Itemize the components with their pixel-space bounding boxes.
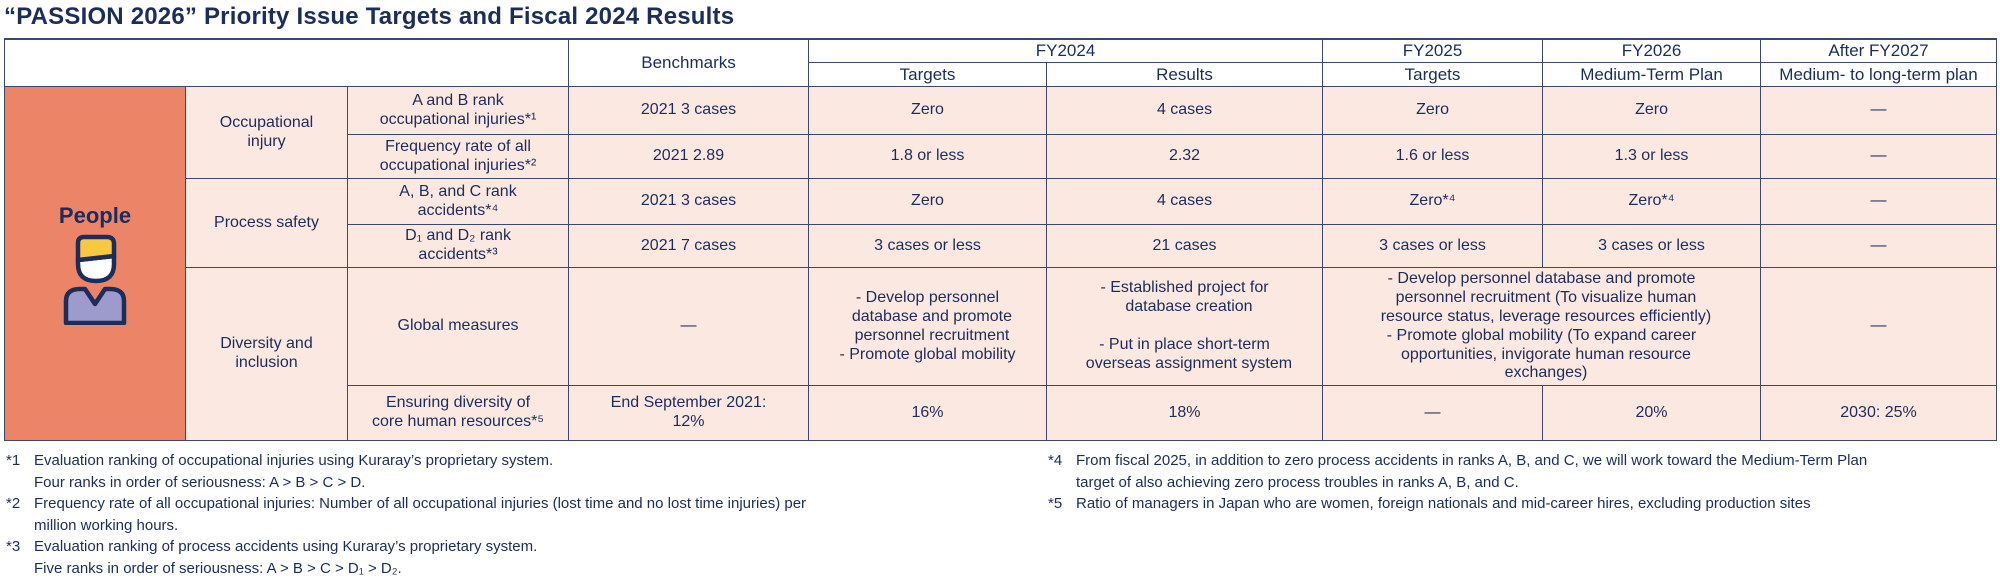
fy2025-target-ab-rank: Zero	[1322, 86, 1544, 136]
header-fy2025: FY2025	[1322, 38, 1544, 64]
footnote-marker: *5	[1048, 495, 1063, 513]
fy2026-plan-ab-rank: Zero	[1542, 86, 1762, 136]
after-fy2027-frequency: —	[1760, 134, 1998, 180]
footnote-text: Ratio of managers in Japan who are women…	[1076, 495, 1811, 513]
group-cell-people: People	[4, 86, 186, 442]
fy2025-target-d1-d2: 3 cases or less	[1322, 224, 1544, 269]
fy2024-result-frequency: 2.32	[1045, 134, 1324, 180]
table-header-row-2: Targets Results Targets Medium-Term Plan…	[5, 62, 1998, 88]
table-row: Diversity and inclusion Global measures …	[5, 267, 1998, 442]
category-occupational-injury: Occupational injury	[185, 86, 348, 180]
footnote-text: Frequency rate of all occupational injur…	[34, 495, 807, 534]
after-fy2027-d1-d2: —	[1760, 224, 1998, 269]
benchmark-frequency-rate: 2021 2.89	[568, 134, 809, 180]
table-row: D₁ and D₂ rank accidents*³ 2021 7 cases …	[5, 224, 1998, 269]
header-after-fy2027-plan: Medium- to long-term plan	[1760, 62, 1998, 88]
table-header-row-1: Benchmarks FY2024 FY2025 FY2026 After FY…	[4, 38, 1998, 88]
footnote-5: *5 Ratio of managers in Japan who are wo…	[1048, 493, 2000, 515]
table-row: Ensuring diversity of core human resourc…	[5, 385, 1998, 442]
fy2025-fy2026-plan-global-measures: - Develop personnel database and promote…	[1322, 267, 1762, 387]
footnote-1: *1 Evaluation ranking of occupational in…	[6, 450, 1048, 493]
fy2024-result-ensuring-diversity: 18%	[1045, 385, 1324, 442]
footnote-text: From fiscal 2025, in addition to zero pr…	[1076, 452, 1868, 491]
footnote-text: Evaluation ranking of process accidents …	[34, 538, 538, 577]
fy2024-target-ensuring-diversity: 16%	[808, 385, 1047, 442]
fy2025-target-abc-rank: Zero*⁴	[1322, 178, 1544, 226]
footnote-marker: *4	[1048, 452, 1063, 470]
indicator-abc-rank-accidents: A, B, and C rank accidents*⁴	[347, 178, 569, 226]
fy2024-target-global-measures: - Develop personnel database and promote…	[808, 267, 1047, 387]
fy2024-target-abc-rank: Zero	[808, 178, 1047, 226]
after-fy2027-abc-rank: —	[1760, 178, 1998, 226]
fy2024-target-d1-d2: 3 cases or less	[808, 224, 1047, 269]
benchmark-global-measures: —	[568, 267, 809, 387]
footnote-marker: *1	[6, 452, 21, 470]
footnotes-left-column: *1 Evaluation ranking of occupational in…	[6, 450, 1048, 579]
targets-results-table: Benchmarks FY2024 FY2025 FY2026 After FY…	[4, 37, 1998, 442]
table-row: People Occupational injury A and B rank …	[4, 86, 1998, 442]
indicator-global-measures: Global measures	[347, 267, 569, 387]
header-after-fy2027: After FY2027	[1760, 38, 1998, 64]
table-row: Frequency rate of all occupational injur…	[5, 134, 1998, 180]
footnotes: *1 Evaluation ranking of occupational in…	[6, 450, 2000, 579]
header-fy2026-plan: Medium-Term Plan	[1542, 62, 1762, 88]
fy2026-plan-frequency: 1.3 or less	[1542, 134, 1762, 180]
category-diversity-inclusion: Diversity and inclusion	[185, 267, 348, 442]
benchmark-ab-rank-injuries: 2021 3 cases	[568, 86, 809, 136]
footnote-text: Evaluation ranking of occupational injur…	[34, 452, 554, 491]
footnote-3: *3 Evaluation ranking of process acciden…	[6, 536, 1048, 579]
fy2026-plan-d1-d2: 3 cases or less	[1542, 224, 1762, 269]
group-label-people: People	[58, 202, 132, 228]
fy2025-target-ensuring-diversity: —	[1322, 385, 1544, 442]
person-icon	[58, 233, 132, 325]
indicator-d1-d2-accidents: D₁ and D₂ rank accidents*³	[347, 224, 569, 269]
header-fy2026: FY2026	[1542, 38, 1762, 64]
fy2026-plan-abc-rank: Zero*⁴	[1542, 178, 1762, 226]
indicator-ab-rank-injuries: A and B rank occupational injuries*¹	[347, 86, 569, 136]
footnote-4: *4 From fiscal 2025, in addition to zero…	[1048, 450, 2000, 493]
indicator-ensuring-diversity: Ensuring diversity of core human resourc…	[347, 385, 569, 442]
header-fy2024-results: Results	[1045, 62, 1324, 88]
header-fy2025-targets: Targets	[1322, 62, 1544, 88]
fy2024-target-frequency: 1.8 or less	[808, 134, 1047, 180]
after-fy2027-global-measures: —	[1760, 267, 1998, 387]
category-process-safety: Process safety	[185, 178, 348, 269]
after-fy2027-ab-rank: —	[1760, 86, 1998, 136]
page-title: “PASSION 2026” Priority Issue Targets an…	[4, 3, 735, 30]
benchmark-d1-d2-accidents: 2021 7 cases	[568, 224, 809, 269]
header-benchmarks: Benchmarks	[568, 38, 809, 88]
benchmark-abc-rank-accidents: 2021 3 cases	[568, 178, 809, 226]
header-fy2024-targets: Targets	[808, 62, 1047, 88]
fy2026-plan-ensuring-diversity: 20%	[1542, 385, 1762, 442]
footnotes-right-column: *4 From fiscal 2025, in addition to zero…	[1048, 450, 2000, 579]
fy2024-result-abc-rank: 4 cases	[1045, 178, 1324, 226]
after-fy2027-ensuring-diversity: 2030: 25%	[1760, 385, 1998, 442]
header-fy2024: FY2024	[807, 38, 1324, 64]
footnote-marker: *3	[6, 538, 21, 556]
fy2025-target-frequency: 1.6 or less	[1322, 134, 1544, 180]
fy2024-target-ab-rank: Zero	[808, 86, 1047, 136]
benchmark-ensuring-diversity: End September 2021: 12%	[568, 385, 809, 442]
footnote-2: *2 Frequency rate of all occupational in…	[6, 493, 1048, 536]
indicator-frequency-rate: Frequency rate of all occupational injur…	[347, 134, 569, 180]
table-row: Process safety A, B, and C rank accident…	[5, 178, 1998, 269]
fy2024-result-d1-d2: 21 cases	[1045, 224, 1324, 269]
fy2024-result-ab-rank: 4 cases	[1045, 86, 1324, 136]
footnote-marker: *2	[6, 495, 21, 513]
header-empty-cell	[4, 38, 569, 88]
fy2024-result-global-measures: - Established project for database creat…	[1045, 267, 1324, 387]
